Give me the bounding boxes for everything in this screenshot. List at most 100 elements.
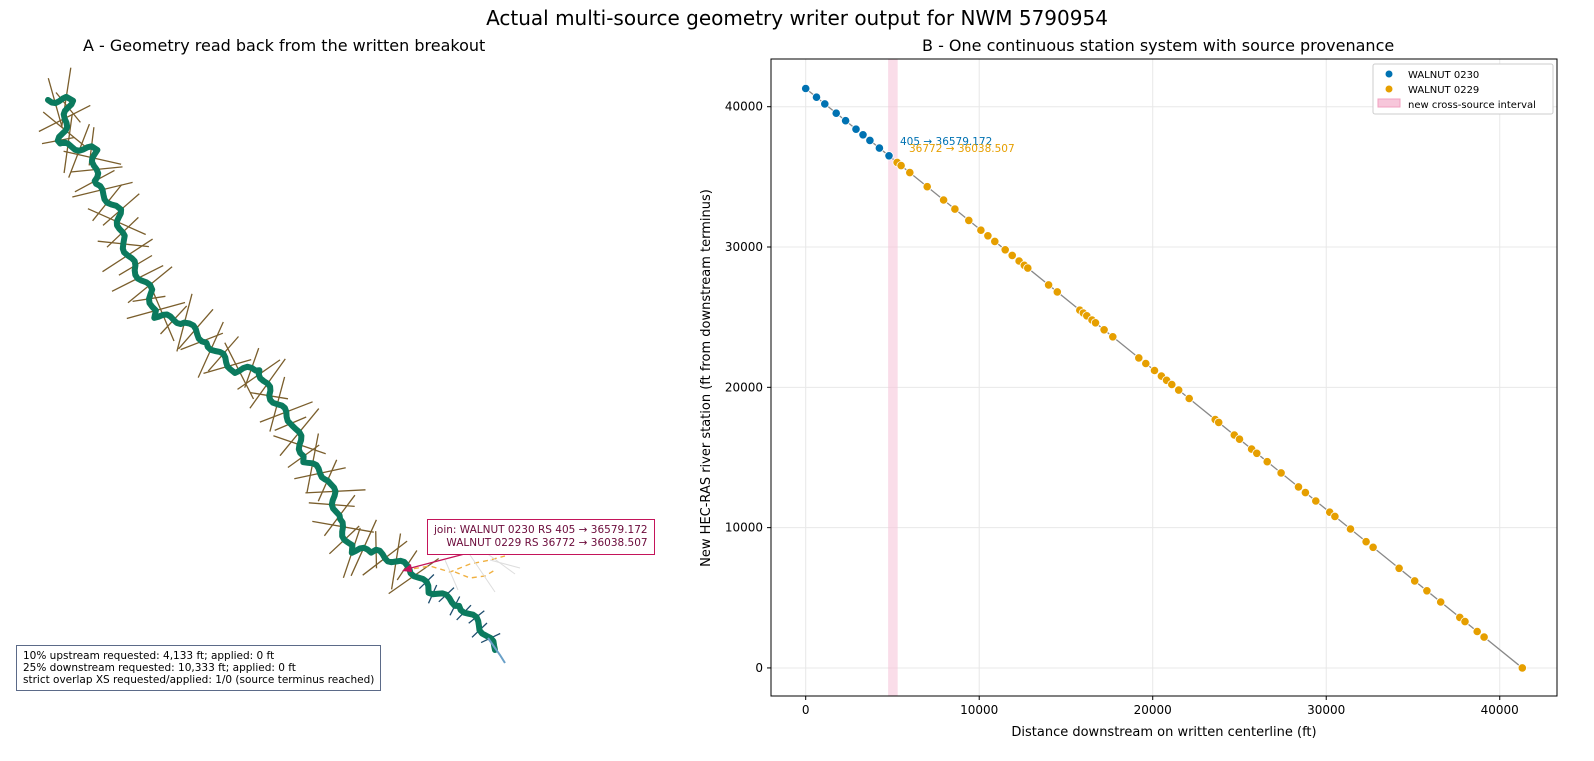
y-tick-label: 0 bbox=[755, 661, 763, 675]
legend-marker-0230 bbox=[1385, 70, 1393, 78]
faint-xs bbox=[489, 559, 521, 569]
data-point bbox=[896, 161, 906, 171]
figure-title: Actual multi-source geometry writer outp… bbox=[486, 6, 1108, 30]
data-point bbox=[1472, 626, 1482, 637]
data-point bbox=[1099, 325, 1109, 335]
data-point bbox=[1479, 632, 1489, 642]
data-point bbox=[884, 151, 894, 161]
data-point bbox=[1108, 332, 1118, 342]
data-point bbox=[1293, 482, 1304, 492]
data-point bbox=[858, 130, 868, 140]
data-point bbox=[1184, 393, 1194, 404]
data-point bbox=[950, 204, 960, 214]
data-point bbox=[811, 92, 822, 102]
data-point bbox=[922, 182, 932, 192]
data-point bbox=[983, 231, 993, 241]
data-point bbox=[1345, 524, 1356, 534]
legend-label-0229: WALNUT 0229 bbox=[1408, 85, 1479, 96]
data-point bbox=[1149, 365, 1160, 376]
data-point bbox=[990, 236, 1000, 246]
join-arrow-head bbox=[402, 564, 412, 572]
legend-marker-interval bbox=[1377, 98, 1401, 108]
y-tick-label: 20000 bbox=[725, 380, 763, 394]
x-tick-label: 10000 bbox=[960, 703, 998, 717]
data-point bbox=[964, 215, 974, 225]
data-point bbox=[1361, 537, 1371, 547]
legend-marker-0229 bbox=[1385, 85, 1393, 93]
legend-label-0230: WALNUT 0230 bbox=[1408, 70, 1479, 81]
join-annotation: join: WALNUT 0230 RS 405 → 36579.172 WAL… bbox=[427, 519, 655, 555]
data-point bbox=[1252, 448, 1262, 458]
y-tick-label: 40000 bbox=[725, 100, 763, 114]
upstream-tail bbox=[404, 551, 521, 593]
data-point bbox=[851, 124, 861, 134]
x-tick-label: 30000 bbox=[1307, 703, 1345, 717]
annotation-0230: 405 → 36579.172 bbox=[900, 136, 992, 148]
axes-frame bbox=[770, 58, 1558, 697]
upstream-source-line-2 bbox=[454, 569, 496, 579]
data-point bbox=[1023, 263, 1033, 273]
data-point bbox=[1007, 250, 1017, 260]
cross-source-interval bbox=[888, 59, 898, 696]
data-point bbox=[1044, 280, 1054, 290]
extension-notes: 10% upstream requested: 4,133 ft; applie… bbox=[16, 645, 382, 691]
data-point bbox=[874, 143, 885, 153]
axis-ticks: 0 10000 20000 30000 40000 0 10000 20000 30000 400… bbox=[725, 100, 1519, 717]
written-centerline bbox=[45, 93, 498, 653]
panel-a-geometry-map bbox=[38, 67, 521, 664]
note-line: strict overlap XS requested/applied: 1/0… bbox=[23, 674, 375, 686]
data-point bbox=[1214, 417, 1224, 427]
downstream-tail-line bbox=[487, 637, 506, 664]
data-point bbox=[1090, 318, 1101, 328]
data-point bbox=[938, 195, 949, 205]
data-point bbox=[801, 83, 811, 94]
data-point bbox=[1517, 663, 1527, 673]
data-point bbox=[1167, 379, 1177, 390]
data-point bbox=[840, 116, 851, 126]
data-point bbox=[831, 108, 841, 118]
data-point bbox=[1394, 563, 1404, 573]
faint-xs bbox=[469, 554, 496, 593]
data-point bbox=[1368, 542, 1378, 552]
x-axis-label: Distance downstream on written centerlin… bbox=[1011, 725, 1316, 740]
data-point bbox=[1436, 597, 1446, 607]
legend-frame bbox=[1372, 63, 1554, 115]
panel-b-title: B - One continuous station system with s… bbox=[922, 36, 1395, 55]
x-tick-label: 20000 bbox=[1134, 703, 1172, 717]
data-point bbox=[905, 168, 915, 178]
data-point bbox=[1460, 616, 1470, 627]
note-line: 25% downstream requested: 10,333 ft; app… bbox=[23, 662, 296, 674]
data-point bbox=[1276, 468, 1286, 478]
x-tick-label: 40000 bbox=[1481, 703, 1519, 717]
data-point bbox=[820, 99, 830, 109]
data-point bbox=[1330, 511, 1340, 522]
note-line: 10% upstream requested: 4,133 ft; applie… bbox=[23, 650, 275, 662]
y-tick-label: 30000 bbox=[725, 240, 763, 254]
data-point bbox=[1300, 487, 1311, 498]
data-point bbox=[1174, 385, 1184, 395]
data-points bbox=[801, 83, 1527, 673]
annotation-0229: 36772 → 36038.507 bbox=[909, 143, 1015, 155]
y-tick-label: 10000 bbox=[725, 521, 763, 535]
join-line-1: join: WALNUT 0230 RS 405 → 36579.172 bbox=[434, 524, 648, 536]
data-point bbox=[1000, 245, 1010, 255]
data-point bbox=[1234, 434, 1245, 444]
panel-a-title: A - Geometry read back from the written … bbox=[83, 36, 486, 55]
legend: WALNUT 0230 WALNUT 0229 new cross-source… bbox=[1372, 63, 1554, 115]
data-point bbox=[1052, 287, 1062, 297]
faint-xs bbox=[444, 559, 459, 591]
data-point bbox=[1134, 353, 1144, 363]
data-point bbox=[976, 225, 986, 235]
data-point bbox=[1141, 358, 1151, 369]
data-point bbox=[1410, 576, 1420, 586]
upstream-source-line bbox=[404, 555, 506, 573]
legend-label-interval: new cross-source interval bbox=[1408, 100, 1536, 111]
data-point bbox=[865, 135, 875, 145]
x-tick-label: 0 bbox=[802, 703, 810, 717]
data-point bbox=[1311, 496, 1321, 506]
data-point bbox=[1262, 457, 1272, 467]
y-axis-label: New HEC-RAS river station (ft from downs… bbox=[699, 189, 714, 567]
join-line-2: WALNUT 0229 RS 36772 → 36038.507 bbox=[446, 537, 648, 549]
